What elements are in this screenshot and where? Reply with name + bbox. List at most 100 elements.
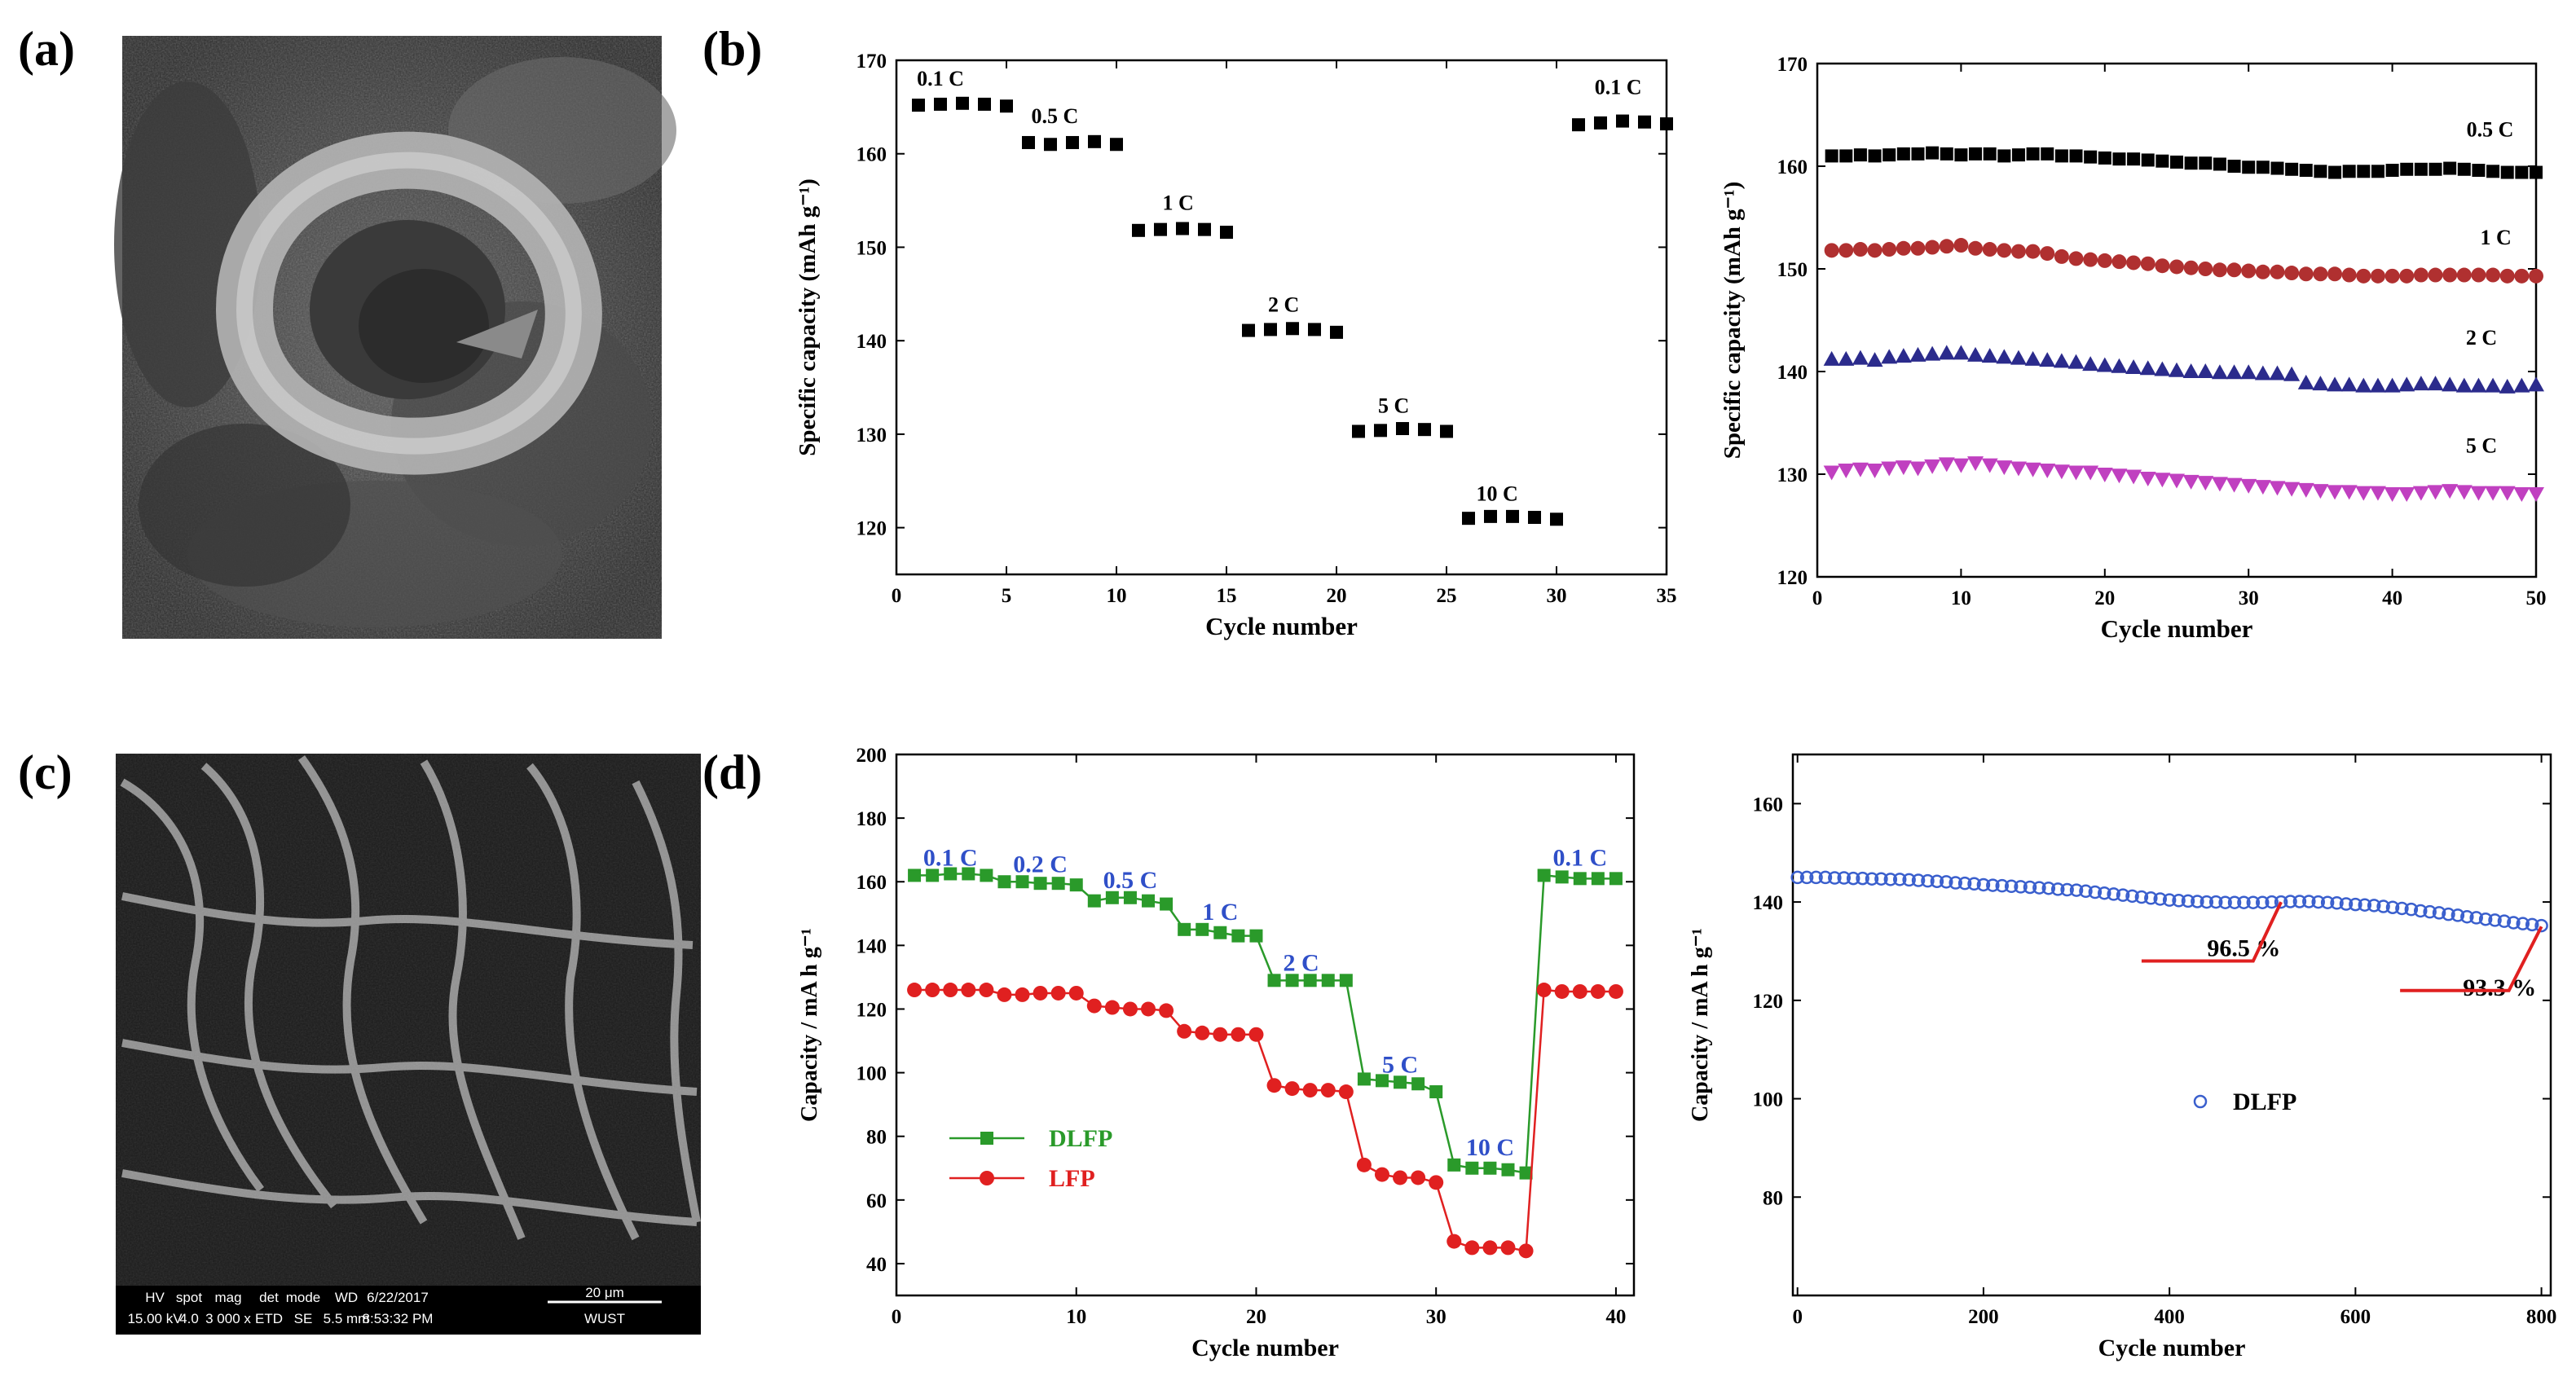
data-point-DLFP [1375, 1074, 1389, 1088]
data-point-DLFP [1883, 873, 1898, 886]
data-point-2-C [2513, 377, 2530, 393]
data-point-5-C [2169, 473, 2185, 489]
x-tick-label: 30 [1547, 585, 1567, 607]
data-point-rate [1154, 222, 1167, 236]
data-point-DLFP [2004, 879, 2019, 894]
x-tick-label: 10 [1066, 1306, 1086, 1328]
x-tick-label: 40 [2382, 587, 2402, 609]
data-point-DLFP [2534, 918, 2548, 933]
data-point-0.5-C [2184, 156, 2198, 170]
data-point-LFP [907, 983, 923, 998]
sem-image-a [114, 36, 676, 639]
data-point-DLFP [1828, 871, 1842, 885]
data-point-1-C [1997, 243, 2012, 258]
data-point-2-C [1938, 345, 1955, 360]
data-point-LFP [997, 987, 1012, 1002]
data-point-DLFP [2311, 895, 2325, 909]
x-tick-label: 10 [1951, 587, 1971, 609]
data-point-DLFP [1799, 870, 1814, 885]
data-point-DLFP [1465, 1161, 1479, 1175]
legend-marker-DLFP [2193, 1094, 2208, 1109]
data-point-5-C [2024, 462, 2041, 477]
annotation-label: 96.5 % [2207, 935, 2280, 961]
data-point-5-C [1924, 459, 1941, 474]
data-point-2-C [2427, 376, 2444, 391]
data-point-5-C [2111, 468, 2128, 484]
data-point-5-C [2470, 486, 2487, 501]
sem-header-6: 6/22/2017 [367, 1290, 429, 1305]
plot-frame [895, 753, 1636, 1297]
data-point-5-C [2240, 478, 2257, 494]
data-point-1-C [1838, 243, 1854, 258]
data-point-2-C [2297, 374, 2314, 389]
data-point-LFP [1411, 1170, 1426, 1185]
data-point-DLFP [2497, 914, 2512, 928]
data-point-1-C [1882, 242, 1897, 257]
data-point-1-C [1925, 240, 1940, 255]
data-point-2-C [2154, 361, 2171, 376]
data-point-1-C [2040, 246, 2055, 262]
annotation-label: 10 C [1476, 482, 1517, 505]
data-point-0.5-C [1940, 147, 1953, 161]
data-point-DLFP [1555, 870, 1569, 884]
y-axis-label: Capacity / mA h g⁻¹ [1688, 928, 1713, 1122]
data-point-2-C [2082, 356, 2099, 372]
data-point-2-C [1924, 345, 1941, 361]
data-point-5-C [2067, 465, 2085, 481]
panel-label-b: (b) [702, 22, 762, 76]
data-point-5-C [2513, 486, 2530, 502]
data-point-LFP [1464, 1240, 1480, 1256]
data-point-0.5-C [2357, 165, 2371, 178]
data-point-2-C [2053, 353, 2070, 368]
annotation-label: 1 C [2480, 226, 2511, 249]
data-point-rate [1616, 114, 1629, 128]
data-point-rate [1418, 423, 1431, 437]
annotation-label: 5 C [2466, 434, 2497, 458]
data-point-2-C [2283, 366, 2301, 381]
data-point-5-C [2312, 484, 2329, 499]
data-point-DLFP [1902, 873, 1916, 887]
data-point-LFP [1518, 1243, 1534, 1259]
data-point-5-C [1895, 460, 1912, 476]
x-tick-label: 800 [2526, 1306, 2557, 1328]
data-point-rate [1176, 222, 1189, 235]
data-point-1-C [2241, 263, 2257, 279]
chart-d-cycle: 0 200 400 600 800 80 100 120 140 160 Cycle number C… [1688, 753, 2557, 1361]
data-point-LFP [1554, 983, 1570, 999]
data-point-DLFP [1411, 1077, 1425, 1091]
data-point-DLFP [908, 869, 922, 882]
data-point-DLFP [2432, 906, 2446, 920]
x-tick-label: 200 [1968, 1306, 1999, 1328]
annotation-label: 2 C [1284, 950, 1319, 977]
annotation-label: 0.1 C [917, 67, 964, 90]
data-point-0.5-C [1997, 149, 2011, 163]
data-point-1-C [2155, 258, 2170, 274]
y-tick-label: 180 [856, 808, 887, 830]
data-point-0.5-C [2256, 161, 2270, 174]
data-point-DLFP [2367, 899, 2381, 913]
plot-frame [1791, 753, 2552, 1297]
data-point-5-C [2269, 481, 2286, 496]
data-point-0.5-C [2371, 165, 2384, 178]
data-point-LFP [979, 983, 994, 998]
data-point-0.5-C [2428, 162, 2442, 176]
data-point-0.5-C [2084, 150, 2098, 164]
data-point-DLFP [1142, 894, 1156, 908]
data-point-DLFP [2107, 887, 2120, 901]
data-point-2-C [2499, 378, 2516, 394]
data-point-0.5-C [2342, 165, 2356, 178]
y-tick-label: 200 [856, 745, 887, 767]
sem-header-4: mode [286, 1290, 321, 1305]
data-point-DLFP [2041, 881, 2056, 895]
data-point-LFP [1447, 1234, 1462, 1249]
data-point-5-C [1909, 461, 1926, 477]
data-point-LFP [1213, 1027, 1228, 1042]
y-tick-label: 140 [1777, 362, 1808, 384]
y-tick-label: 160 [856, 144, 887, 166]
data-point-LFP [1266, 1078, 1282, 1093]
chart-d-rate: 0 10 20 30 40 40 60 80 100 120 140 160 180 200 Cycle n… [797, 745, 1636, 1361]
data-point-2-C [1866, 352, 1883, 367]
data-point-DLFP [1949, 876, 1962, 890]
data-point-2-C [1981, 348, 1998, 363]
data-point-0.5-C [2443, 161, 2457, 175]
